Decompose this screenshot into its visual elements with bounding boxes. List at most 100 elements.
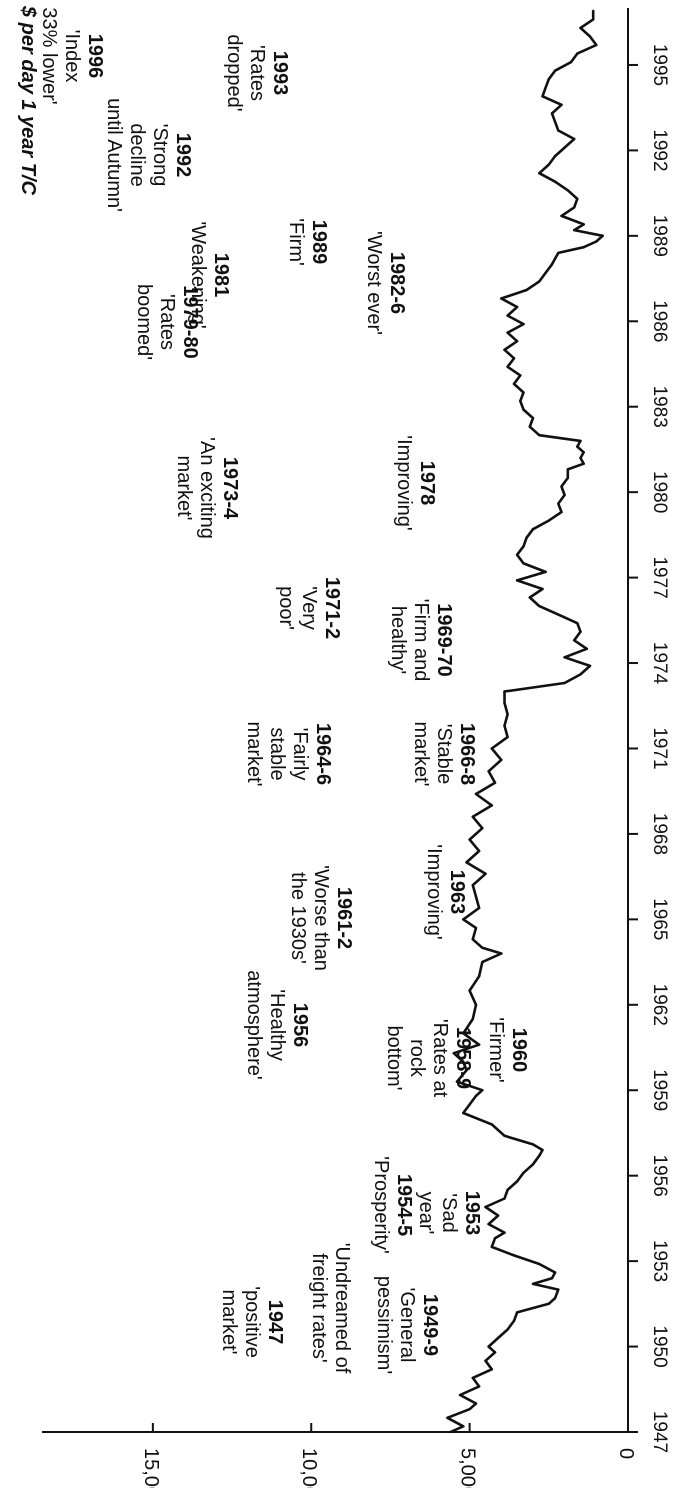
data-point <box>563 493 566 497</box>
data-point <box>525 536 528 539</box>
data-point <box>484 872 487 875</box>
data-point <box>452 1052 455 1055</box>
data-point <box>541 95 544 98</box>
data-point <box>490 1245 493 1249</box>
data-point <box>484 1359 487 1363</box>
data-point <box>474 1094 478 1098</box>
data-point <box>481 1089 484 1092</box>
data-point <box>579 456 582 460</box>
annotation-year: 1993 <box>269 51 291 96</box>
data-point <box>595 240 598 243</box>
data-point <box>506 735 509 739</box>
annotation-text: 'Weakening' <box>187 221 209 328</box>
time-tick-label: 1962 <box>649 984 670 1026</box>
annotation-text: 'Firm' <box>285 218 307 266</box>
annotation-year: 1996 <box>84 34 106 79</box>
annotation-year: 1958-9 <box>452 1027 474 1089</box>
data-point <box>582 223 585 226</box>
y-axis-label: $ per day 1 year T/C <box>17 5 39 196</box>
data-point <box>576 52 579 55</box>
data-point <box>477 849 481 853</box>
data-point <box>544 86 547 89</box>
data-point <box>541 1148 544 1152</box>
data-point <box>477 906 481 910</box>
data-point <box>531 1282 535 1286</box>
data-point <box>506 1328 509 1331</box>
data-point <box>474 926 478 930</box>
time-tick-label: 1950 <box>649 1325 670 1367</box>
annotation-text: 'Prosperity' <box>370 1156 392 1254</box>
data-point <box>550 112 554 115</box>
data-point <box>550 1277 554 1280</box>
data-point <box>582 246 585 249</box>
data-point <box>573 639 576 642</box>
data-point <box>522 545 525 548</box>
data-point <box>506 713 509 716</box>
annotation-year: 1953 <box>461 1191 483 1236</box>
data-point <box>493 1237 497 1240</box>
data-point <box>474 792 478 796</box>
annotation-text: market' <box>218 1290 240 1355</box>
time-tick-label: 1983 <box>649 386 670 428</box>
data-point <box>553 1271 557 1274</box>
data-point <box>474 895 478 898</box>
data-point <box>515 553 519 556</box>
data-point <box>560 214 563 218</box>
annotation-text: year' <box>415 1192 437 1235</box>
data-point <box>531 416 535 420</box>
data-point <box>573 228 576 232</box>
data-point <box>566 189 569 192</box>
annotation-text: market' <box>410 722 432 787</box>
data-point <box>573 137 576 141</box>
annotation-text: 'Improving' <box>423 844 445 939</box>
annotation: 1982-6'Worst ever' <box>363 231 408 335</box>
data-point <box>512 357 516 360</box>
time-tick-label: 1959 <box>649 1069 670 1111</box>
annotation-year: 1992 <box>172 133 194 178</box>
data-point <box>528 596 531 599</box>
rate-series-line <box>446 10 605 1434</box>
annotation-text: healthy' <box>387 606 409 674</box>
data-point <box>553 120 557 124</box>
data-point <box>503 1197 506 1200</box>
value-tick-label: 5,000 <box>457 1448 479 1488</box>
annotation-text: 'Stable <box>433 724 455 785</box>
annotation-text: 'Worse than <box>310 865 332 971</box>
annotation: 1963'Improving' <box>423 844 468 939</box>
data-point <box>477 975 481 978</box>
data-point <box>490 1368 493 1371</box>
data-point <box>503 348 506 351</box>
data-point <box>471 1017 474 1021</box>
data-point <box>525 288 528 292</box>
data-point <box>462 1060 465 1064</box>
data-point <box>557 251 560 255</box>
time-tick-label: 1974 <box>649 642 670 685</box>
data-point <box>601 234 604 237</box>
annotation-text: until Autumn' <box>103 98 125 212</box>
time-tick-label: 1971 <box>649 727 670 769</box>
data-point <box>557 502 560 505</box>
annotation-year: 1964-6 <box>312 723 334 785</box>
data-point <box>531 528 535 531</box>
data-point <box>531 1143 535 1146</box>
data-point <box>560 510 563 514</box>
data-point <box>471 815 474 818</box>
data-point <box>538 434 541 437</box>
data-point <box>477 1385 481 1388</box>
data-point <box>582 451 585 454</box>
data-point <box>557 1288 560 1291</box>
annotation-text: 'Healthy <box>266 989 288 1061</box>
data-point <box>490 804 493 807</box>
annotation-year: 1978 <box>416 461 438 506</box>
annotation-year: 1954-5 <box>393 1174 415 1236</box>
data-point <box>474 1402 478 1405</box>
data-point <box>553 1296 557 1300</box>
data-point <box>496 1214 500 1217</box>
data-point <box>506 331 509 334</box>
value-tick-label: 10,000 <box>298 1448 320 1488</box>
